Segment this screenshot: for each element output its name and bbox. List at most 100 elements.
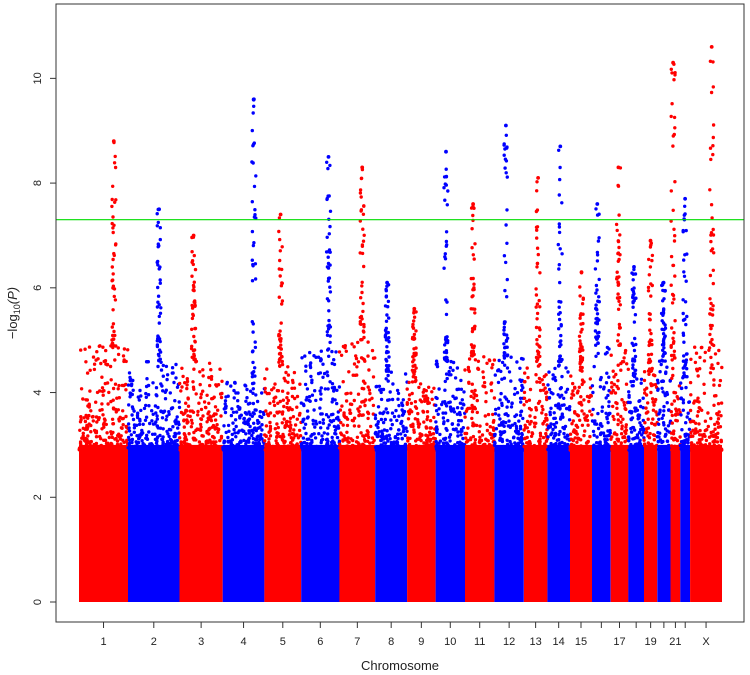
snp-point (347, 440, 351, 444)
snp-point (207, 417, 211, 422)
snp-point (588, 377, 592, 381)
snp-point (431, 442, 436, 447)
snp-point (367, 368, 371, 372)
snp-point (191, 262, 195, 267)
chromosome-7-points (337, 165, 377, 602)
x-tick-label: 21 (669, 636, 681, 648)
snp-point (671, 373, 675, 378)
snp-point (694, 351, 699, 355)
snp-point (396, 397, 400, 401)
snp-point (704, 438, 709, 443)
snp-point (277, 332, 281, 337)
snp-point (252, 104, 256, 109)
snp-point (632, 320, 637, 324)
snp-point (378, 411, 382, 415)
snp-point (190, 259, 195, 263)
snp-point (319, 386, 323, 390)
snp-point (557, 299, 561, 304)
snp-point (665, 392, 670, 397)
snp-point (557, 225, 562, 229)
snp-point (535, 246, 540, 250)
snp-point (485, 428, 490, 433)
snp-point (397, 428, 401, 432)
snp-point (88, 368, 92, 372)
snp-point (91, 355, 96, 359)
snp-point (678, 435, 682, 439)
snp-point (90, 415, 95, 419)
snp-point (670, 413, 674, 418)
snp-point (278, 364, 282, 368)
snp-point (619, 432, 624, 436)
snp-point (378, 448, 382, 452)
snp-point (155, 444, 160, 448)
snp-point (387, 433, 391, 437)
snp-point (303, 354, 307, 358)
snp-point (597, 277, 601, 282)
snp-point (138, 388, 142, 393)
snp-point (234, 424, 238, 429)
snp-point (326, 348, 330, 352)
snp-point (282, 448, 286, 452)
snp-point (407, 446, 412, 450)
snp-point (399, 432, 403, 436)
snp-point (558, 446, 563, 450)
snp-point (469, 353, 474, 358)
snp-point (117, 383, 121, 388)
snp-point (480, 433, 485, 437)
snp-point (504, 420, 508, 425)
snp-point (596, 426, 601, 431)
snp-point (161, 427, 165, 431)
snp-point (110, 435, 115, 440)
snp-point (672, 297, 676, 301)
snp-point (294, 448, 298, 452)
snp-point (102, 445, 106, 449)
snp-point (670, 421, 674, 425)
snp-point (129, 433, 133, 437)
snp-point (428, 419, 433, 423)
snp-point (276, 401, 280, 405)
snp-point (404, 426, 408, 430)
snp-point (672, 429, 676, 433)
snp-point (216, 408, 220, 412)
snp-point (371, 375, 376, 379)
snp-point (162, 446, 166, 450)
y-tick-label: 6 (32, 285, 44, 291)
snp-point (253, 374, 257, 378)
snp-point (415, 445, 420, 450)
snp-point (171, 448, 175, 452)
snp-point (211, 413, 216, 418)
snp-point (681, 331, 685, 335)
snp-point (677, 384, 682, 388)
snp-point (420, 400, 424, 404)
snp-point (186, 404, 191, 408)
snp-point (350, 443, 355, 448)
x-tick-label: 7 (354, 636, 360, 648)
snp-point (650, 397, 655, 401)
snp-point (318, 389, 322, 393)
snp-point (544, 439, 549, 443)
snp-point (644, 431, 648, 435)
snp-point (242, 416, 246, 421)
snp-point (434, 429, 439, 433)
snp-point (337, 439, 342, 443)
snp-point (112, 287, 117, 291)
snp-point (488, 443, 492, 447)
chromosome-6-dense-band (301, 444, 340, 602)
snp-point (497, 358, 501, 363)
snp-point (658, 370, 662, 374)
snp-point (238, 407, 242, 411)
snp-point (606, 429, 610, 433)
snp-point (272, 396, 276, 400)
snp-point (412, 358, 416, 362)
snp-point (571, 438, 575, 442)
snp-point (541, 447, 545, 451)
snp-point (673, 436, 677, 441)
snp-point (268, 446, 272, 451)
snp-point (102, 359, 106, 364)
snp-point (143, 447, 147, 451)
snp-point (503, 363, 507, 367)
snp-point (150, 432, 155, 436)
snp-point (612, 375, 616, 379)
y-tick-label: 4 (32, 389, 44, 395)
snp-point (411, 326, 416, 330)
